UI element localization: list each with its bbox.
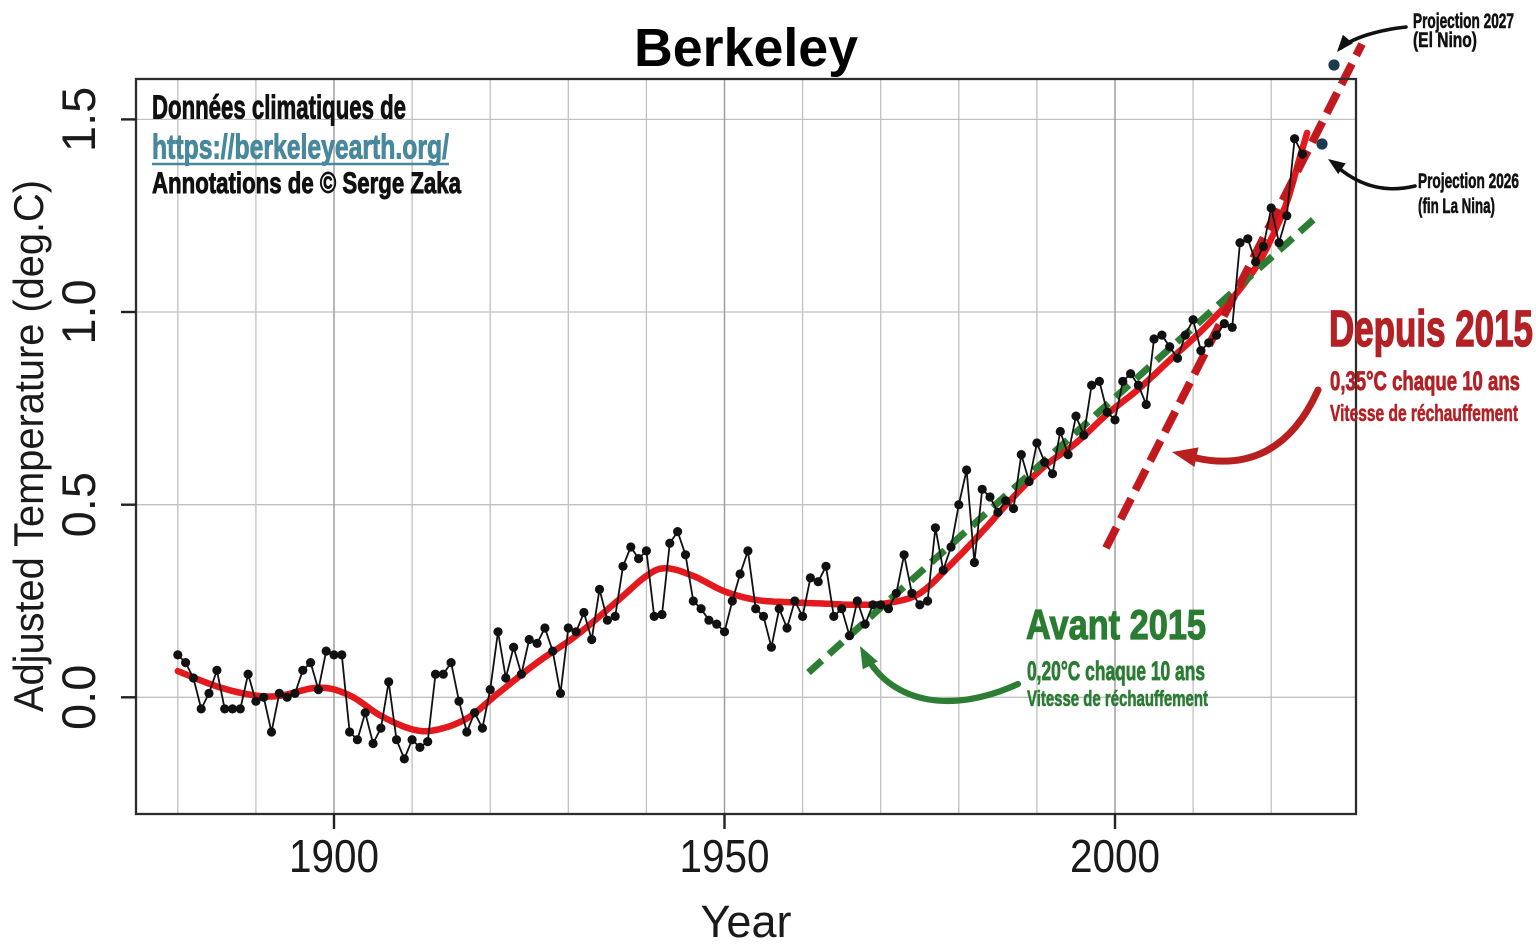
svg-text:0,35°C chaque 10 ans: 0,35°C chaque 10 ans	[1330, 366, 1520, 396]
svg-text:1.0: 1.0	[52, 279, 105, 344]
svg-text:1.5: 1.5	[52, 87, 105, 152]
svg-text:0.5: 0.5	[52, 472, 105, 537]
svg-text:1950: 1950	[680, 830, 770, 882]
svg-text:(fin La Nina): (fin La Nina)	[1418, 195, 1495, 218]
svg-text:Berkeley: Berkeley	[634, 18, 858, 78]
svg-text:2000: 2000	[1070, 830, 1160, 882]
svg-text:Year: Year	[701, 896, 792, 943]
svg-text:https://berkeleyearth.org/: https://berkeleyearth.org/	[152, 129, 449, 167]
svg-text:1900: 1900	[289, 830, 379, 882]
svg-text:Données climatiques de: Données climatiques de	[152, 89, 406, 126]
svg-text:0.0: 0.0	[52, 665, 105, 730]
svg-text:Depuis 2015: Depuis 2015	[1329, 300, 1533, 357]
svg-text:Vitesse de réchauffement: Vitesse de réchauffement	[1027, 686, 1208, 711]
svg-text:Projection 2026: Projection 2026	[1418, 170, 1519, 193]
svg-text:Vitesse de réchauffement: Vitesse de réchauffement	[1330, 400, 1518, 426]
svg-text:0,20°C chaque 10 ans: 0,20°C chaque 10 ans	[1027, 656, 1205, 686]
svg-text:Projection 2027: Projection 2027	[1413, 10, 1514, 33]
svg-text:(El Nino): (El Nino)	[1413, 29, 1477, 52]
svg-text:Avant 2015: Avant 2015	[1026, 601, 1206, 648]
svg-text:Adjusted Temperature (deg.C): Adjusted Temperature (deg.C)	[5, 180, 52, 712]
svg-text:Annotations de © Serge Zaka: Annotations de © Serge Zaka	[152, 167, 461, 200]
